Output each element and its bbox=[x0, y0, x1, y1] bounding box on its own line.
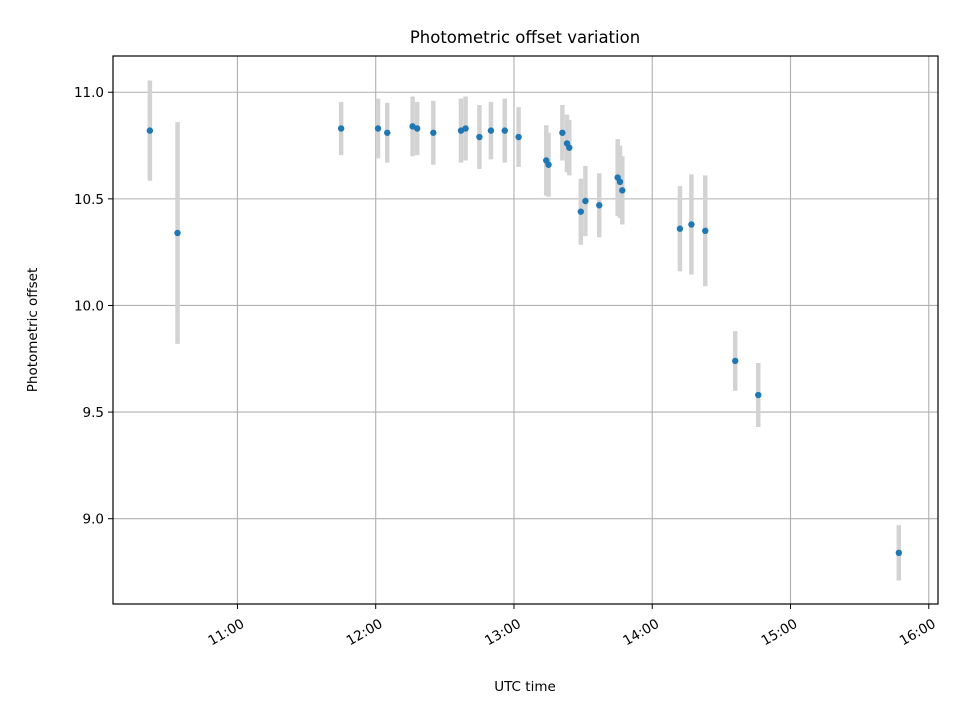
data-point bbox=[174, 229, 181, 237]
y-tick-label: 11.0 bbox=[74, 85, 104, 101]
data-point bbox=[374, 125, 382, 132]
data-point bbox=[755, 391, 762, 399]
data-point bbox=[582, 197, 589, 205]
data-point bbox=[462, 125, 469, 132]
y-tick-label: 9.0 bbox=[83, 512, 104, 528]
data-point bbox=[566, 144, 573, 151]
data-point bbox=[702, 227, 709, 235]
data-point bbox=[476, 133, 483, 141]
chart-title: Photometric offset variation bbox=[410, 28, 640, 47]
data-point bbox=[676, 225, 684, 232]
y-tick-label: 9.5 bbox=[83, 405, 104, 421]
data-point bbox=[732, 357, 739, 365]
data-point bbox=[430, 129, 437, 136]
plot-frame bbox=[112, 55, 939, 605]
data-point bbox=[688, 221, 695, 228]
data-point bbox=[515, 133, 522, 141]
data-point bbox=[545, 161, 552, 168]
data-point bbox=[501, 127, 508, 134]
y-axis-label: Photometric offset bbox=[25, 268, 41, 392]
data-point bbox=[619, 187, 626, 194]
data-points bbox=[146, 123, 903, 557]
data-point bbox=[559, 129, 566, 136]
y-tick-label: 10.0 bbox=[74, 298, 104, 314]
data-point bbox=[487, 127, 495, 134]
data-point bbox=[596, 202, 603, 209]
y-tick-label: 10.5 bbox=[74, 192, 104, 208]
grid bbox=[113, 56, 938, 604]
data-point bbox=[384, 129, 391, 136]
data-point bbox=[337, 125, 345, 132]
data-point bbox=[413, 125, 421, 132]
data-point bbox=[146, 127, 154, 134]
data-point bbox=[895, 549, 903, 557]
x-axis-label: UTC time bbox=[494, 679, 556, 695]
data-point bbox=[577, 208, 585, 215]
data-point bbox=[616, 178, 624, 186]
